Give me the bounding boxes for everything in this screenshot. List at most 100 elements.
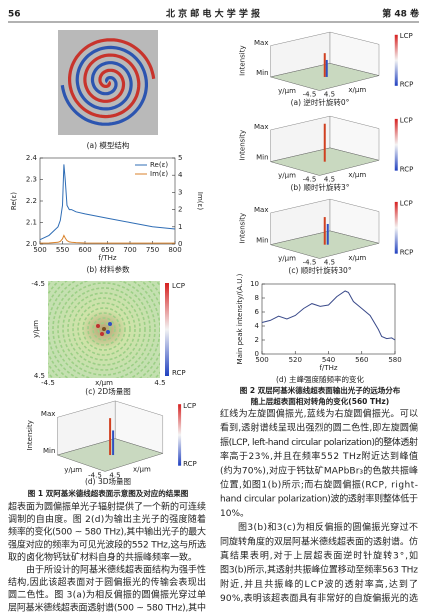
y-tick-label: 2.4 [26, 154, 38, 162]
legend-label: Re(ε) [150, 161, 168, 169]
x-tick-label: 540 [322, 356, 335, 364]
z-max: Max [254, 39, 268, 47]
x-tick-label: 650 [101, 246, 114, 254]
colorbar-label: LCP [400, 116, 413, 124]
x-tick-label: 4.5 [154, 379, 165, 387]
colorbar-label: RCP [400, 165, 414, 173]
field-ring [87, 312, 121, 346]
tick-label: 4.5 [324, 258, 335, 266]
y-tick-label: 2 [255, 336, 259, 344]
panel-caption: (c) 顺时针旋转30° [288, 265, 351, 275]
z-axis-label: Intensity [239, 130, 247, 160]
y2-axis-label: Im(ε) [196, 192, 204, 210]
body-text: 频率的变化(500 ~ 580 THz),其中输出光子的最大 [8, 526, 206, 538]
colorbar-label: RCP [172, 369, 186, 377]
colorbar-label: LCP [400, 199, 413, 207]
x-axis-label: x/μm [95, 379, 113, 387]
y-axis-label: y/μm [278, 172, 296, 180]
y2-tick-label: 4 [178, 171, 183, 179]
field-ring [92, 317, 116, 341]
x-tick-label: 500 [255, 356, 268, 364]
panel-caption: (a) 模型结构 [87, 140, 130, 150]
journal-name: 北 京 邮 电 大 学 学 报 [166, 8, 260, 20]
spiral-arm [60, 45, 148, 126]
z-axis-label: Intensity [26, 420, 34, 450]
spiral-arm [68, 38, 156, 119]
x-tick-label: -4.5 [41, 379, 55, 387]
y2-tick-label: 1 [178, 223, 182, 231]
y-axis-label: y/μm [278, 87, 296, 95]
z-axis-label: Intensity [239, 45, 247, 75]
y2-tick-label: 5 [178, 154, 182, 162]
field-dot [96, 324, 100, 328]
panel-caption: (b) 顺时针旋转3° [290, 182, 349, 192]
x-axis-label: x/μm [348, 86, 366, 94]
body-text: 振(LCP, left-hand circular polarization)的… [220, 436, 418, 448]
z-min: Min [256, 69, 268, 77]
x-axis-label: f/THz [319, 364, 337, 372]
field-dot [106, 330, 110, 334]
x-tick-label: 750 [146, 246, 159, 254]
field-ring [52, 281, 156, 378]
field-map [48, 281, 160, 378]
body-text: 圆二色性。图 3(a)为相反偏振的圆偏振光穿过单 [8, 589, 206, 601]
colorbar [178, 404, 182, 466]
y-tick-label: 2.1 [26, 219, 37, 227]
body-text: 取的卤化物钙钛矿材料自身的共振峰频率一致。 [8, 551, 197, 563]
y2-tick-label: 3 [178, 188, 182, 196]
y-tick-label: 4 [255, 322, 260, 330]
x-axis-label: x/μm [133, 465, 151, 473]
body-text: (约为70%),对应于钙钛矿MAPbBr₃的色散共振峰 [220, 464, 418, 476]
y2-tick-label: 0 [178, 240, 182, 248]
body-text: 图3(b)所示,其透射共振峰位置移动至频率563 THz [220, 564, 418, 576]
x-axis-label: f/THz [98, 254, 116, 262]
colorbar [394, 201, 398, 254]
legend-label: Im(ε) [150, 170, 168, 178]
x-tick-label: 580 [388, 356, 401, 364]
x-tick-label: 600 [78, 246, 91, 254]
panel-caption: (b) 材料参数 [87, 264, 130, 274]
colorbar [394, 118, 398, 171]
tick-label: -4.5 [303, 258, 317, 266]
colorbar-label: RCP [183, 460, 197, 468]
y-tick-label: 2.3 [26, 176, 37, 184]
z-min: Min [43, 447, 55, 455]
body-text: 90%,表明该超表面具有非常好的自旋偏振光的选 [220, 592, 418, 604]
panel-caption: (d) 主峰强度随频率的变化 [276, 374, 364, 384]
tick-label: -4.5 [303, 91, 317, 99]
x-tick-label: 500 [33, 246, 46, 254]
body-text: 强度对应的频率为可见光波段的552 THz,这与所选 [8, 538, 206, 550]
field-dot [108, 322, 112, 326]
y-tick-label: 4.5 [34, 372, 45, 380]
tick-label: -4.5 [88, 471, 102, 479]
colorbar [394, 34, 398, 86]
y2-tick-label: 2 [178, 206, 182, 214]
x-tick-label: 520 [289, 356, 302, 364]
body-text: hand circular polarization)波的透射率则整体低于 [220, 493, 418, 505]
tick-label: 4.5 [109, 471, 120, 479]
y-tick-label: 6 [255, 308, 260, 316]
z-min: Min [256, 154, 268, 162]
body-text: 结构,因此该超表面对于圆偏振光的传输会表现出 [8, 576, 206, 588]
panel-caption: (a) 逆时针旋转0° [291, 97, 350, 107]
data-line [39, 164, 176, 241]
figure-caption: 图 2 双层阿基米德线超表面输出光子的远场分布 [240, 385, 401, 395]
field-ring [77, 302, 131, 356]
y-tick-label: 8 [255, 294, 259, 302]
colorbar-label: RCP [400, 248, 414, 256]
colorbar-label: LCP [183, 402, 196, 410]
field-ring [62, 287, 146, 371]
body-text: 10%。 [220, 509, 249, 519]
body-text: 附近,并且共振峰的LCP波的透射率高,达到了 [220, 578, 418, 590]
y-axis-label: y/μm [64, 466, 82, 474]
body-text: 率高于23%,并且在频率552 THz附近达到峰值 [220, 450, 418, 462]
field-ring [67, 292, 141, 366]
body-text: 层阿基米德线超表面透射谱(500 ~ 580 THz),其中 [8, 601, 206, 613]
body-text: 同旋转角度的双层阿基米德线超表面的透射谱。仿 [220, 535, 418, 547]
y-axis-label: y/μm [32, 320, 40, 338]
x-tick-label: 700 [123, 246, 136, 254]
x-tick-label: 560 [355, 356, 368, 364]
plot-frame [261, 283, 396, 355]
colorbar-label: LCP [400, 32, 413, 40]
